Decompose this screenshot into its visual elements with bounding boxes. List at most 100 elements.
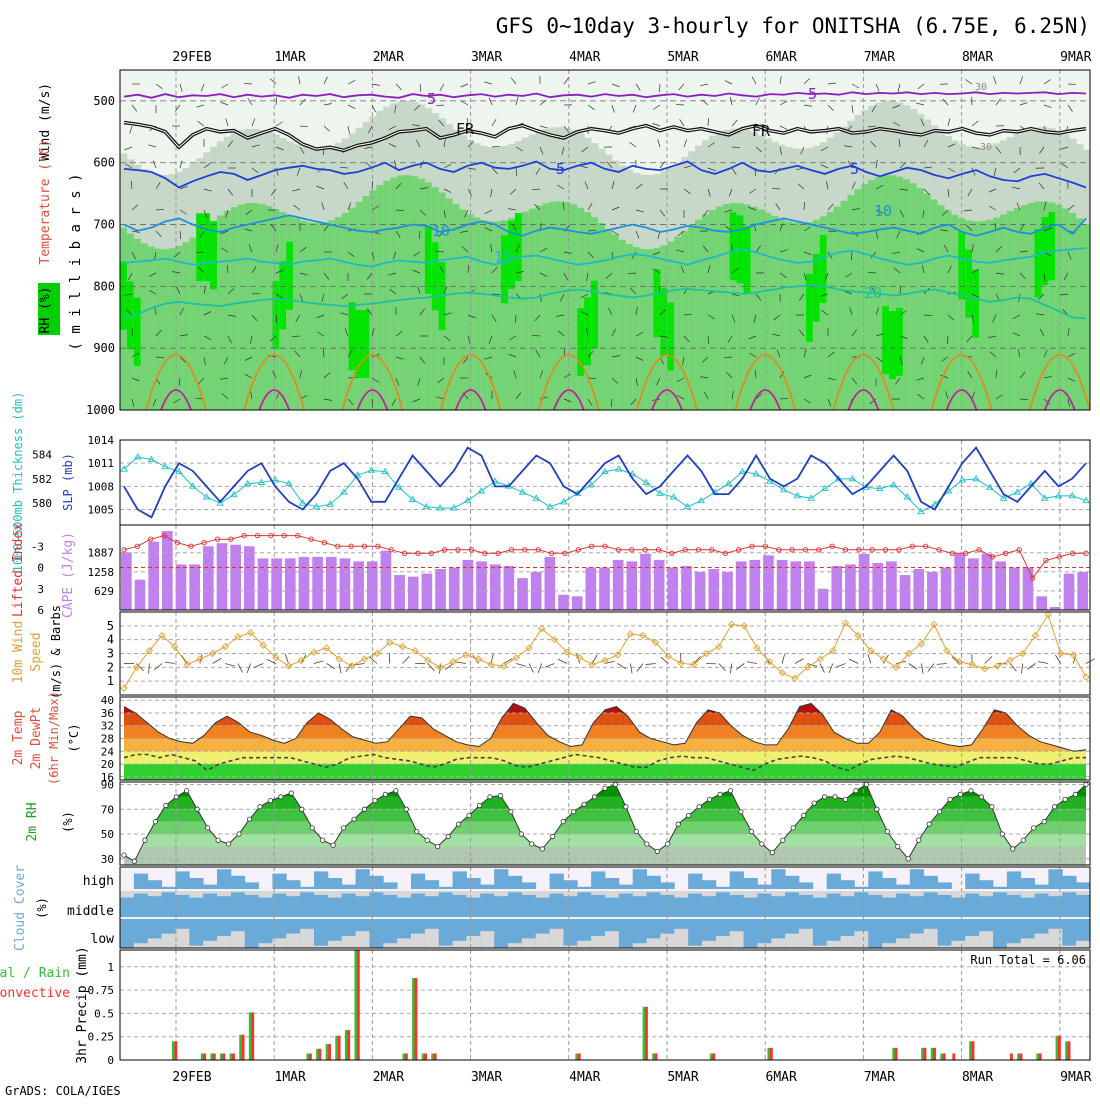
rh-point [990, 805, 994, 809]
cape-bar [381, 551, 392, 610]
cloud-low-bar [674, 929, 688, 948]
cape-bar [886, 561, 897, 610]
rh-band-bright [667, 303, 674, 371]
cloud-middle-gap [1007, 891, 1021, 895]
wind10-barb [154, 664, 162, 670]
cloud-middle-gap [730, 891, 744, 895]
wind10-barb [545, 664, 554, 668]
cape-bar [982, 554, 993, 610]
cloud-middle-gap [148, 891, 162, 896]
cloud-low-bg [245, 919, 259, 948]
cloud-high-bar [453, 871, 467, 889]
cloud-middle-bar [993, 891, 1007, 917]
rh-band-bright [501, 235, 508, 303]
cloud-high-bar [466, 878, 480, 889]
cloud-low-bg [369, 919, 383, 948]
cloud-low-bar [536, 934, 550, 948]
cape-bar [435, 569, 446, 610]
rh-point [467, 813, 471, 817]
cloud-low-bar [411, 934, 425, 948]
rh-point [875, 807, 879, 811]
cloud-middle-gap [1035, 891, 1049, 894]
rh-point [310, 826, 314, 830]
cloud-high-bar [369, 876, 383, 889]
rh-point [1000, 832, 1004, 836]
cloud-middle-gap [245, 891, 259, 895]
cape-tick-label: 1887 [88, 547, 115, 560]
cloud-middle-gap [882, 891, 896, 898]
rh-band-mid [986, 220, 993, 410]
rh-tick-label: 70 [101, 803, 114, 816]
cloud-low-bar [356, 931, 370, 948]
cloud-low-bar [771, 938, 785, 948]
cloud-high-bar [231, 876, 245, 889]
rh-point [425, 838, 429, 842]
rh-point [1021, 838, 1025, 842]
rh-point [205, 826, 209, 830]
date-label-top: 2MAR [373, 50, 404, 65]
date-label-bottom: 2MAR [373, 1070, 404, 1085]
wind10-barb [646, 664, 656, 665]
wind10-barb [538, 664, 542, 673]
cape-bar [667, 568, 678, 611]
cloud-high-bar [633, 869, 647, 889]
cloud-high-bar [1035, 885, 1049, 889]
contour-label: FR [456, 120, 475, 138]
rh-point [760, 842, 764, 846]
cape-bar [504, 566, 515, 610]
cloud-low-bar [328, 941, 342, 948]
wind10-barb [165, 662, 175, 663]
precip-tick-label: 0.75 [88, 984, 115, 997]
cloud-high-bar [314, 871, 328, 889]
rh-band-mid [723, 204, 730, 410]
rh-point [843, 797, 847, 801]
wind10-barb [637, 664, 643, 672]
cloud-low-bar [453, 941, 467, 948]
temp-band [120, 764, 1090, 780]
cape-tick-label: 1258 [88, 566, 115, 579]
thickness-slp-panel [120, 440, 1090, 525]
date-label-top: 4MAR [569, 50, 600, 65]
cloud-low-bg [619, 919, 633, 948]
wind-tick-label: 5 [107, 619, 114, 633]
ylabel-cloud-a: Cloud Cover [13, 865, 28, 951]
rh-band-mid [550, 202, 557, 410]
cape-bar [845, 564, 856, 610]
rh-band-mid [383, 181, 390, 410]
wind10-barb [747, 662, 757, 664]
cloud-middle-bar [369, 891, 383, 917]
cloud-middle-gap [383, 891, 397, 895]
cloud-high-bar [605, 878, 619, 889]
rh-band-bright [349, 302, 356, 370]
cloud-middle-gap [1062, 891, 1076, 892]
rh-band-bright [806, 274, 813, 342]
cape-bar [340, 558, 351, 610]
precip-convective-bar [924, 1048, 927, 1060]
rh-point [603, 786, 607, 790]
wind10-barb [618, 664, 626, 669]
contour-label: 10 [874, 202, 892, 220]
ylabel-temp-c: (6hr Min/Max) [47, 691, 61, 785]
cloud-middle-bar [716, 891, 730, 917]
rh-point [822, 795, 826, 799]
cloud-low-bar [854, 931, 868, 948]
precip-convective-bar [318, 1049, 321, 1060]
wind10-barb [630, 664, 632, 674]
wind10-barb [820, 664, 824, 673]
wind10-barb [1021, 664, 1022, 674]
cloud-low-bg [688, 919, 702, 948]
cloud-middle-gap [328, 891, 342, 898]
cloud-high-bar [688, 874, 702, 889]
cloud-low-bar [965, 936, 979, 948]
rh-band [120, 822, 1090, 834]
temp-band [120, 697, 1090, 713]
rh-point [1032, 826, 1036, 830]
cloud-middle-gap [508, 891, 522, 892]
rh-point [435, 844, 439, 848]
rh-point [1042, 819, 1046, 823]
cloud-high-bar [356, 869, 370, 889]
cloud-middle-gap [633, 891, 647, 896]
rh-band-mid [695, 220, 702, 410]
cape-bar [968, 558, 979, 610]
cloud-high-bar [619, 885, 633, 889]
